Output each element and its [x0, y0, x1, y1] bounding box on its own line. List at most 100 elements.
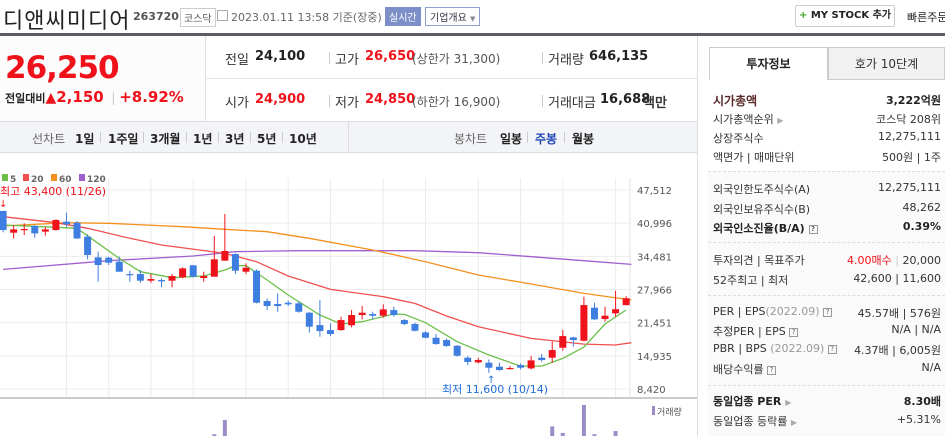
- candle-down: [569, 337, 577, 341]
- legend-swatch-20: [23, 174, 29, 181]
- candle-weekly[interactable]: 주봉: [535, 132, 558, 146]
- candle-down: [0, 210, 7, 231]
- change-label: 전일대비: [5, 92, 46, 105]
- stock-name: 디앤씨미디어: [3, 9, 131, 34]
- industry-per-row[interactable]: 동일업종 PER ▶ 8.30배: [713, 393, 941, 411]
- candle-down: [443, 340, 451, 347]
- candle-down: [84, 236, 92, 256]
- label: 동일업종 등락률 ▶: [713, 415, 797, 428]
- candle-down: [126, 274, 134, 276]
- label: 동일업종 PER ▶: [713, 395, 792, 408]
- volume-value: 646,135: [589, 49, 649, 64]
- candle-up: [474, 360, 482, 363]
- separator: [527, 132, 528, 143]
- stock-chart[interactable]: 47,512 40,996 34,481 27,966 21,451 14,935 8,42…: [0, 153, 697, 436]
- separator: [100, 132, 101, 143]
- change-percent: +8.92%: [119, 88, 184, 106]
- high-label: 고가: [335, 53, 359, 68]
- quick-order-link[interactable]: 빠른주문: [907, 11, 945, 24]
- separator: [329, 52, 330, 64]
- candle-monthly[interactable]: 월봉: [572, 132, 595, 146]
- help-icon[interactable]: ?: [823, 307, 833, 317]
- quote-datetime: 2023.01.11 13:58 기준(장중): [231, 11, 382, 24]
- chevron-down-icon: ▼: [470, 15, 476, 23]
- candle-down: [253, 270, 261, 303]
- period-3m[interactable]: 3개월: [150, 132, 181, 146]
- industry-change-row[interactable]: 동일업종 등락률 ▶ +5.31%: [713, 413, 941, 431]
- pbr-row: PBR | BPS (2022.09) ? 4.37배 | 6,005원: [713, 342, 941, 360]
- separator: |: [107, 91, 120, 105]
- candle-up: [200, 276, 208, 279]
- ma5-line: [3, 224, 627, 367]
- add-my-stock-button[interactable]: + MY STOCK 추가: [795, 5, 895, 27]
- candle-up: [358, 312, 366, 316]
- volume-legend-swatch: [652, 406, 655, 415]
- tab-invest-info[interactable]: 투자정보: [709, 47, 828, 80]
- legend-swatch-60: [51, 174, 57, 181]
- value: 0.39%: [902, 220, 941, 233]
- period-1d[interactable]: 1일: [75, 132, 95, 146]
- value: N/A: [921, 361, 941, 374]
- period-3y[interactable]: 3년: [225, 132, 245, 146]
- legend-swatch-120: [79, 174, 85, 181]
- volume-bar: [613, 431, 618, 436]
- separator: [542, 95, 543, 107]
- help-icon[interactable]: ?: [808, 224, 818, 234]
- value: 코스닥 208위: [876, 113, 941, 126]
- label: 외국인보유주식수(B): [713, 203, 811, 216]
- lower-limit: (하한가 16,900): [412, 95, 501, 109]
- market-cap-rank-row[interactable]: 시가총액순위 ▶ 코스닥 208위: [713, 111, 941, 129]
- candle-daily[interactable]: 일봉: [500, 132, 523, 146]
- candle-up: [210, 259, 218, 277]
- par-value-row: 액면가 | 매매단위 500원 | 1주: [713, 149, 941, 167]
- legend-swatch-5: [2, 174, 8, 181]
- value: 4.00매수 | 20,000: [847, 254, 941, 267]
- candle-down: [31, 226, 39, 234]
- candle-up: [168, 276, 176, 281]
- value: 48,262: [902, 201, 942, 214]
- upper-limit: (상한가 31,300): [412, 52, 501, 66]
- candle-down: [485, 362, 493, 368]
- candle-down: [189, 265, 197, 277]
- arrow-right-icon: ▶: [785, 398, 792, 407]
- ma20-line: [3, 216, 632, 346]
- y-tick-label: 27,966: [637, 286, 672, 297]
- candle-down: [136, 274, 144, 281]
- volume-bar: [581, 405, 586, 436]
- realtime-button[interactable]: 실시간: [385, 7, 421, 26]
- help-icon[interactable]: ?: [827, 344, 837, 354]
- open-value: 24,900: [255, 92, 306, 107]
- current-price: 26,250: [5, 50, 120, 86]
- period-1w[interactable]: 1주일: [108, 132, 139, 146]
- separator: [250, 132, 251, 143]
- company-info-dropdown[interactable]: 기업개요 ▼: [425, 7, 481, 26]
- up-triangle-icon: ▲: [45, 90, 57, 106]
- period-5y[interactable]: 5년: [257, 132, 277, 146]
- label: 시가총액: [713, 94, 758, 108]
- high-annotation: 최고 43,400 (11/26): [0, 185, 106, 198]
- label: 배당수익률 ?: [713, 361, 777, 377]
- y-tick-label: 40,996: [637, 219, 672, 230]
- help-icon[interactable]: ?: [789, 327, 799, 337]
- est-per-row: 추정PER | EPS ? N/A | N/A: [713, 323, 941, 341]
- ma120-line: [3, 250, 632, 271]
- candle-up: [580, 305, 588, 341]
- period-10y[interactable]: 10년: [289, 132, 317, 146]
- separator: [564, 132, 565, 143]
- amount-label: 거래대금: [548, 96, 596, 111]
- tab-order-book[interactable]: 호가 10단계: [828, 47, 945, 80]
- candle-up: [179, 268, 187, 278]
- legend-label-5: 5: [10, 175, 16, 185]
- y-tick-label: 8,420: [637, 385, 666, 396]
- separator: [143, 132, 144, 143]
- candle-up: [41, 229, 49, 232]
- open-label: 시가: [225, 96, 249, 111]
- y-tick-label: 21,451: [637, 319, 672, 330]
- label: PER | EPS(2022.09) ?: [713, 305, 833, 318]
- period-1y[interactable]: 1년: [193, 132, 213, 146]
- candle-down: [538, 357, 546, 361]
- candle-up: [527, 360, 535, 369]
- volume-bar: [212, 434, 217, 436]
- value: 500원 | 1주: [882, 151, 941, 164]
- help-icon[interactable]: ?: [767, 365, 777, 375]
